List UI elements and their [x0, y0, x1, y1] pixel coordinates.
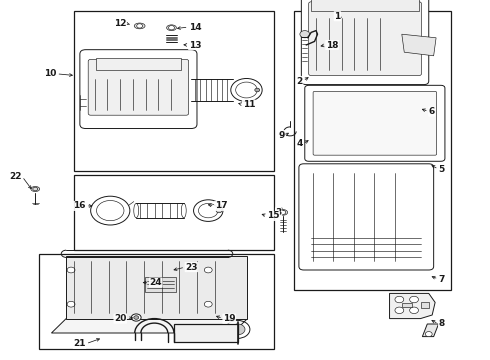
- FancyBboxPatch shape: [80, 50, 197, 129]
- Bar: [74, 175, 274, 250]
- Bar: [311, 0, 419, 11]
- Bar: [421, 302, 429, 308]
- Polygon shape: [51, 319, 247, 333]
- Circle shape: [67, 301, 75, 307]
- Text: 16: 16: [73, 202, 86, 210]
- Circle shape: [425, 332, 432, 337]
- Bar: [39, 254, 274, 349]
- Bar: [174, 324, 238, 342]
- Text: 13: 13: [189, 40, 201, 49]
- Circle shape: [169, 26, 174, 30]
- Circle shape: [204, 267, 212, 273]
- Circle shape: [137, 24, 143, 28]
- Text: 22: 22: [9, 172, 22, 181]
- Circle shape: [204, 301, 212, 307]
- Text: 18: 18: [326, 40, 339, 49]
- FancyBboxPatch shape: [313, 91, 437, 155]
- Circle shape: [410, 296, 418, 303]
- Bar: [96, 58, 181, 70]
- Ellipse shape: [167, 25, 176, 31]
- Text: 20: 20: [114, 314, 126, 323]
- Bar: [145, 277, 176, 292]
- Circle shape: [134, 316, 139, 319]
- Circle shape: [131, 314, 141, 321]
- Polygon shape: [390, 293, 435, 319]
- Text: 6: 6: [429, 107, 435, 116]
- Bar: [294, 11, 451, 290]
- Text: 3: 3: [275, 208, 282, 217]
- Text: 19: 19: [223, 314, 236, 323]
- FancyBboxPatch shape: [305, 85, 445, 161]
- Text: 23: 23: [185, 263, 198, 271]
- Text: 15: 15: [267, 211, 280, 220]
- FancyBboxPatch shape: [88, 59, 189, 115]
- Text: 9: 9: [279, 130, 285, 139]
- Text: 21: 21: [73, 339, 86, 348]
- Circle shape: [395, 296, 404, 303]
- FancyBboxPatch shape: [301, 0, 429, 85]
- Text: 5: 5: [439, 165, 445, 174]
- Circle shape: [280, 210, 286, 215]
- FancyBboxPatch shape: [299, 164, 434, 270]
- FancyBboxPatch shape: [309, 2, 421, 76]
- Circle shape: [216, 208, 222, 213]
- Text: 12: 12: [114, 19, 126, 28]
- Polygon shape: [66, 256, 247, 319]
- Polygon shape: [402, 34, 436, 56]
- Circle shape: [300, 31, 310, 38]
- Text: 24: 24: [149, 278, 162, 287]
- Text: 17: 17: [215, 202, 227, 210]
- Text: 14: 14: [189, 22, 201, 31]
- Circle shape: [410, 307, 418, 314]
- Text: 8: 8: [439, 320, 445, 328]
- Text: 2: 2: [296, 77, 303, 85]
- Text: 7: 7: [439, 274, 445, 284]
- Bar: [74, 11, 274, 171]
- Circle shape: [67, 267, 75, 273]
- Text: 4: 4: [296, 139, 303, 148]
- Ellipse shape: [31, 186, 40, 192]
- Text: 11: 11: [243, 100, 255, 109]
- Ellipse shape: [134, 23, 145, 29]
- Circle shape: [395, 307, 404, 314]
- Text: 1: 1: [334, 12, 341, 21]
- Circle shape: [230, 324, 245, 335]
- Circle shape: [255, 88, 260, 92]
- Ellipse shape: [278, 210, 288, 215]
- Polygon shape: [422, 324, 439, 337]
- Bar: [402, 303, 412, 307]
- Text: 10: 10: [44, 69, 56, 78]
